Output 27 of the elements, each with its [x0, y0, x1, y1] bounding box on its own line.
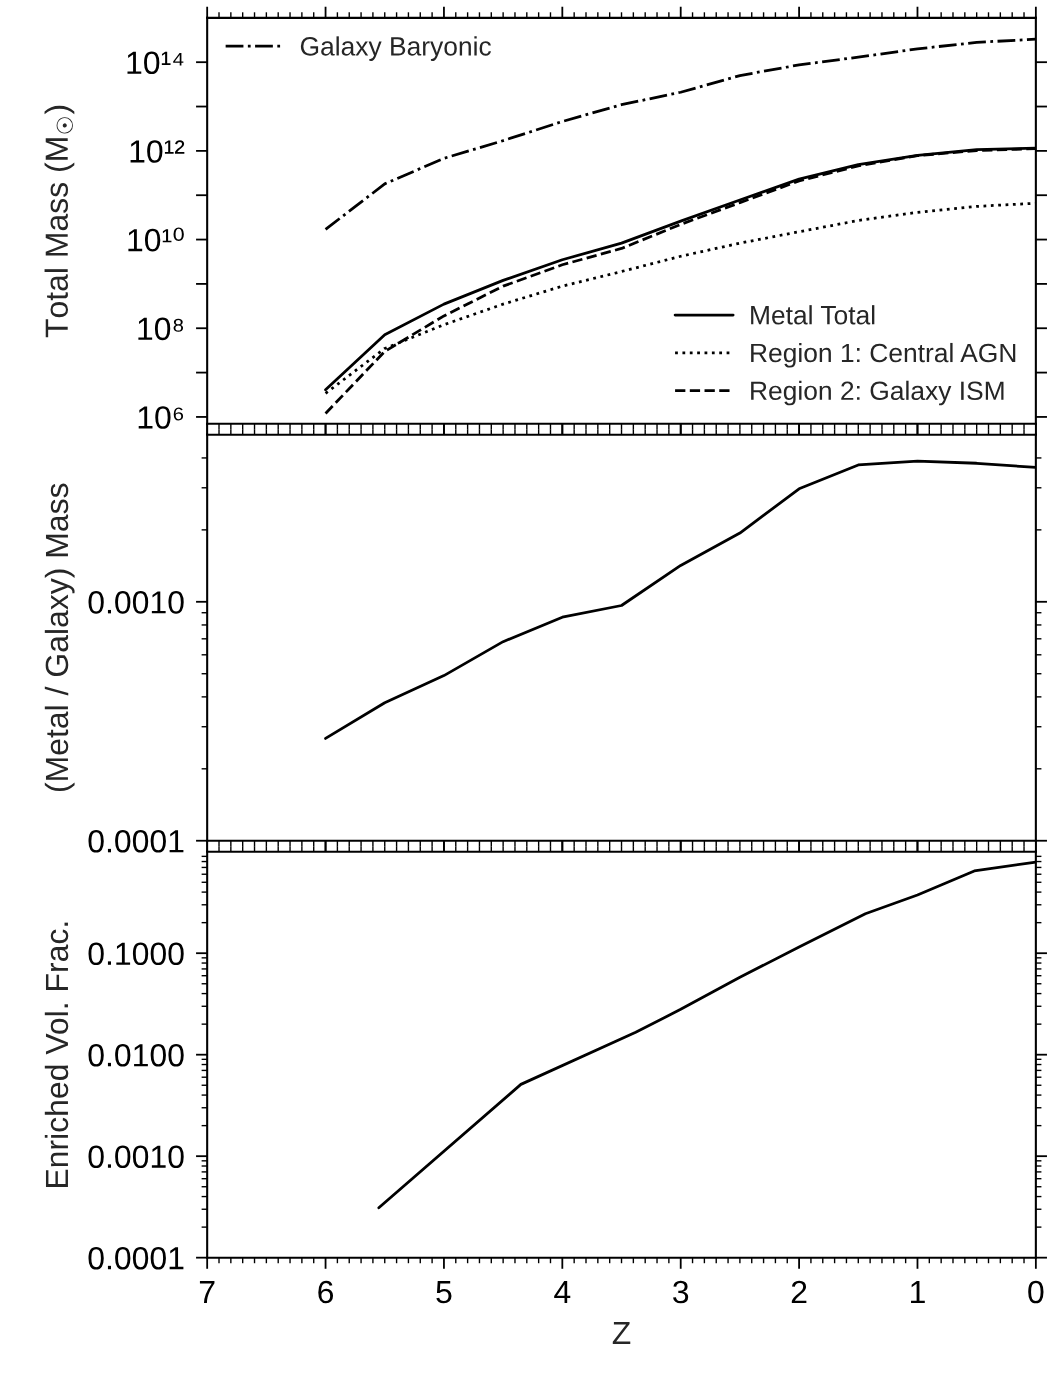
legend-label: Region 1: Central AGN	[751, 342, 1016, 368]
y-tick-label: 0.0010	[88, 591, 184, 614]
y-tick-label: 0.0010	[88, 1145, 184, 1169]
x-tick-label: 1	[911, 1281, 925, 1304]
x-tick-label: 0	[1028, 1280, 1044, 1304]
y-axis-title: Total Mass (M$_{☉}$)	[44, 105, 75, 338]
y-tick-label: 0.1000	[88, 942, 184, 966]
x-axis-title: Z	[612, 1321, 631, 1344]
x-tick-label: 5	[436, 1281, 452, 1304]
y-tick-label: 0.0001	[88, 830, 184, 853]
y-tick-label: 0.0100	[88, 1043, 184, 1067]
y-tick-label: 10¹⁰	[128, 227, 184, 252]
y-tick-label: 10⁶	[138, 406, 184, 429]
y-axis-title: (Metal / Galaxy) Mass	[44, 483, 75, 792]
x-tick-label: 2	[791, 1280, 807, 1304]
legend-label: Metal Total	[751, 305, 875, 325]
y-tick-label: 0.0001	[88, 1246, 184, 1270]
y-tick-label: 10⁸	[138, 317, 184, 341]
x-tick-label: 3	[673, 1280, 689, 1304]
y-tick-label: 10¹⁴	[127, 51, 184, 75]
x-tick-label: 4	[554, 1281, 571, 1304]
y-tick-label: 10¹²	[130, 140, 185, 163]
y-axis-title: Enriched Vol. Frac.	[44, 922, 69, 1188]
x-tick-label: 6	[318, 1280, 334, 1304]
legend-label: Galaxy Baryonic	[300, 36, 491, 61]
x-tick-label: 7	[199, 1281, 215, 1304]
legend-label: Region 2: Galaxy ISM	[751, 380, 1004, 406]
